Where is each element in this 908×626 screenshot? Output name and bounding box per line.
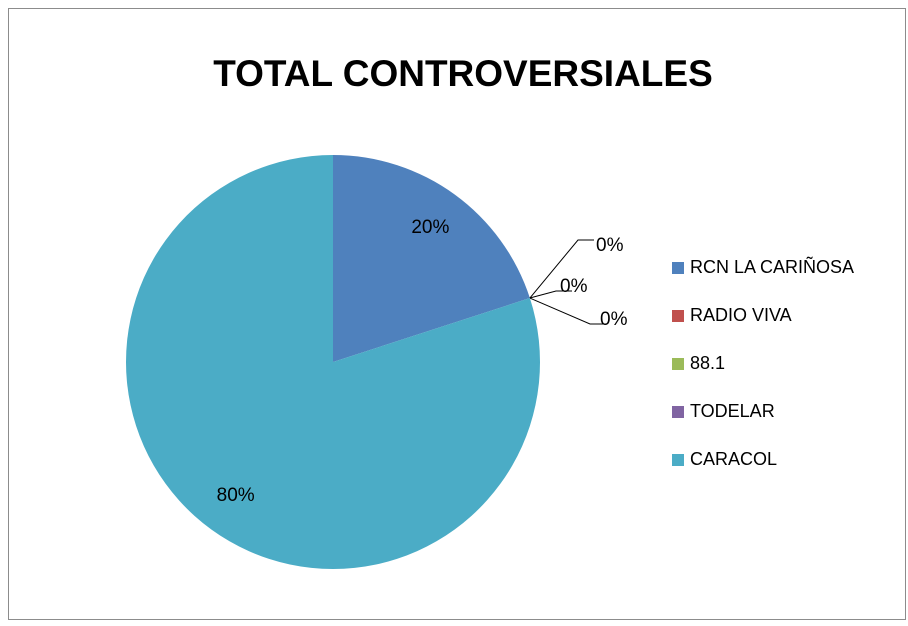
legend-label: CARACOL <box>690 449 777 469</box>
pie-slice <box>126 155 541 569</box>
leader-line <box>529 239 594 299</box>
data-label: 80% <box>217 485 255 506</box>
leader-line <box>529 290 572 299</box>
legend-swatch <box>672 262 684 274</box>
data-label: 20% <box>411 217 449 238</box>
data-label: 0% <box>600 309 628 330</box>
legend-label: TODELAR <box>690 401 775 421</box>
chart-title: TOTAL CONTROVERSIALES <box>213 53 713 94</box>
legend-swatch <box>672 454 684 466</box>
data-label: 0% <box>596 235 624 256</box>
pie-slice <box>333 155 530 362</box>
legend-label: 88.1 <box>690 353 725 373</box>
legend-swatch <box>672 358 684 370</box>
leader-line <box>529 297 606 325</box>
data-label: 0% <box>560 276 588 297</box>
legend-label: RCN LA CARIÑOSA <box>690 256 854 277</box>
legend-swatch <box>672 310 684 322</box>
legend-label: RADIO VIVA <box>690 305 792 325</box>
legend-swatch <box>672 406 684 418</box>
